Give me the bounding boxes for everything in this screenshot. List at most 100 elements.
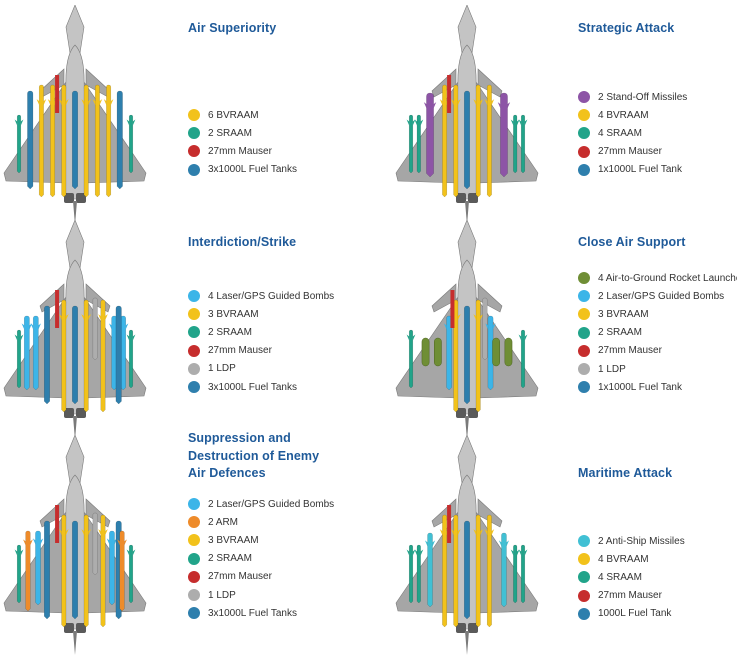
panel-title: Suppression and Destruction of Enemy Air… [188,430,319,483]
engine-nozzle-left [64,408,74,418]
legend-label: 3x1000L Fuel Tanks [208,381,297,393]
legend-item: 6 BVRAAM [188,106,297,124]
mauser-store [447,505,452,543]
fuel-tank-store [44,305,50,405]
bvraam-store [50,84,56,198]
engine-nozzle-right [468,408,478,418]
bvraam-fins [473,99,483,106]
sraam-store [16,329,22,389]
bvraam-store [442,514,448,628]
bvraam-store [486,84,492,198]
legend-label: 6 BVRAAM [208,109,259,121]
engine-nozzle-left [64,623,74,633]
ldp-store [92,512,98,576]
aircraft-diagram [3,435,147,655]
legend-label: 2 SRAAM [598,327,642,339]
legend-label: 3 BVRAAM [208,534,259,546]
rocket-store [504,337,513,367]
legend-label: 2 SRAAM [208,553,252,565]
panel-title-line: Suppression and [188,431,291,445]
color-dot [578,91,590,104]
legend-item: 1 LDP [188,360,334,378]
bvraam-fins [81,529,91,536]
sraam-store [520,329,526,389]
anti-ship-store [501,532,507,608]
bvraam-store [61,514,67,628]
bvraam-store [61,84,67,198]
sraam-fins [126,549,136,556]
laser-gps-store [109,530,115,606]
legend-item: 27mm Mauser [188,342,334,360]
color-dot [578,163,590,176]
legend-label: 4 Laser/GPS Guided Bombs [208,290,335,302]
bvraam-store [475,84,481,198]
fuel-tank-store [116,90,123,190]
sraam-store [416,114,421,174]
bvraam-fins [439,99,450,106]
laser-gps-store [35,530,41,606]
bvraam-store [475,514,481,628]
engine-nozzle-left [456,408,466,418]
legend-label: 2 Stand-Off Missiles [598,91,688,103]
sraam-store [16,544,22,604]
panel-air-superiority: Air Superiority 6 BVRAAM 2 SRAAM 27mm Ma… [0,0,368,225]
legend-item: 4 BVRAAM [578,550,685,568]
legend-item: 3 BVRAAM [188,305,334,323]
color-dot [578,145,590,158]
loadout-legend: 2 Stand-Off Missiles 4 BVRAAM 4 SRAAM 27… [578,88,687,179]
bvraam-store [453,514,459,628]
legend-label: 3x1000L Fuel Tanks [208,607,297,619]
color-dot [578,272,590,285]
arm-store [25,530,31,612]
mauser-store [55,505,60,543]
aircraft-diagram [395,5,539,225]
legend-item: 3x1000L Fuel Tanks [188,604,334,622]
fuel-tank-store [27,90,34,190]
panel-strategic-attack: Strategic Attack 2 Stand-Off Missiles 4 … [368,0,736,225]
sraam-fins [14,549,24,556]
laser-gps-fins [21,323,33,330]
engine-nozzle-right [76,623,86,633]
bvraam-fins [47,99,58,106]
bvraam-fins [439,529,450,536]
panel-title-line: Air Defences [188,466,266,480]
legend-label: 1 LDP [598,363,626,375]
sraam-fins [406,334,416,341]
loadout-legend: 4 Laser/GPS Guided Bombs 3 BVRAAM 2 SRAA… [188,287,334,396]
color-dot [578,363,590,376]
color-dot [578,571,590,584]
mauser-store [55,75,60,113]
fuel-tank-store [72,520,78,620]
legend-item: 4 SRAAM [578,568,685,586]
bvraam-store [486,514,492,628]
loadout-legend: 2 Anti-Ship Missiles 4 BVRAAM 4 SRAAM 27… [578,532,685,623]
legend-item: 2 SRAAM [578,324,737,342]
legend-label: 2 ARM [208,516,239,528]
color-dot [188,381,200,394]
fuel-tank-store [72,305,78,405]
color-dot [578,589,590,602]
laser-gps-store [487,315,494,391]
rocket-store [492,337,500,367]
sraam-store [128,544,134,604]
panel-title-line: Destruction of Enemy [188,448,320,463]
aircraft-diagram [3,220,147,440]
bvraam-fins [484,99,495,106]
sraam-fins [14,119,24,126]
legend-item: 4 Laser/GPS Guided Bombs [188,287,334,305]
bvraam-store [100,514,106,628]
bvraam-store [100,299,106,413]
legend-item: 3x1000L Fuel Tanks [188,161,297,179]
panel-maritime-attack: Maritime Attack 2 Anti-Ship Missiles 4 B… [368,430,736,657]
sraam-store [513,114,518,174]
sraam-store [16,114,22,174]
stand-off-fins [497,102,511,109]
nose-probe [465,416,469,440]
legend-label: 3 BVRAAM [598,308,649,320]
color-dot [188,145,200,158]
legend-label: 4 BVRAAM [598,109,649,121]
panel-title: Strategic Attack [578,21,675,35]
color-dot [188,163,200,176]
legend-item: 4 BVRAAM [578,106,687,124]
legend-item: 1x1000L Fuel Tank [578,161,687,179]
